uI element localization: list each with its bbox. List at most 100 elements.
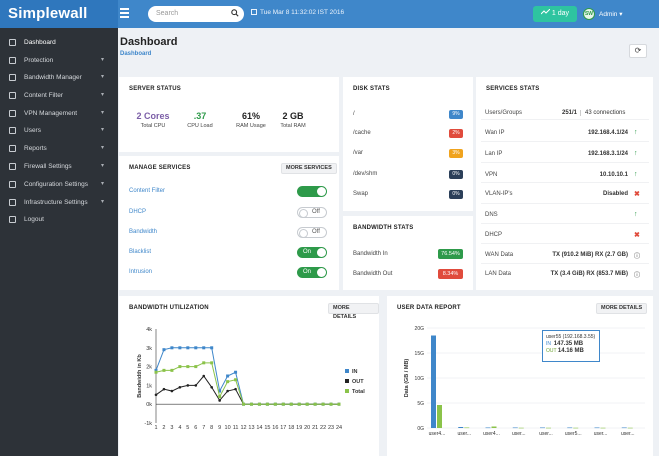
bar-out[interactable] — [464, 427, 470, 429]
bandwidth-label: Bandwidth In — [353, 251, 388, 257]
bar-out[interactable] — [627, 427, 633, 429]
sidebar-item-label: Firewall Settings — [24, 163, 72, 170]
info-icon: ⓘ — [634, 273, 641, 279]
sidebar-item-configuration-settings[interactable]: Configuration Settings ▾ — [0, 176, 118, 193]
user-menu[interactable]: Admin ▾ — [599, 10, 623, 18]
x-tick-label: 19 — [296, 425, 302, 431]
more-details-button[interactable]: MORE DETAILS — [328, 303, 379, 320]
service-stat-value: TX (3.4 GiB) RX (853.7 MiB) — [550, 271, 628, 277]
service-name[interactable]: Bandwidth — [129, 229, 158, 235]
legend-label: Total — [352, 389, 365, 395]
app-logo[interactable]: Simplewall — [0, 0, 118, 28]
service-toggle[interactable]: Off — [297, 207, 327, 218]
bar-out[interactable] — [437, 405, 442, 428]
chevron-down-icon: ▾ — [100, 199, 104, 205]
breadcrumb[interactable]: Dashboard — [120, 51, 152, 57]
x-tick-label: 5 — [186, 425, 189, 431]
trend-icon — [540, 8, 551, 15]
sidebar-item-protection[interactable]: Protection ▾ — [0, 52, 118, 69]
sidebar-item-content-filter[interactable]: Content Filter ▾ — [0, 87, 118, 104]
bar-in[interactable] — [621, 427, 627, 429]
sidebar-item-reports[interactable]: Reports ▾ — [0, 140, 118, 157]
disk-usage-badge: 2% — [449, 129, 463, 138]
data-point — [162, 348, 166, 352]
service-name[interactable]: Intrusion — [129, 269, 153, 275]
sidebar-item-bandwidth-manager[interactable]: Bandwidth Manager ▾ — [0, 69, 118, 86]
data-point — [281, 402, 285, 406]
x-tick-label: 6 — [194, 425, 197, 431]
data-point — [202, 374, 206, 378]
data-point — [154, 370, 158, 374]
service-toggle[interactable]: On — [297, 267, 327, 278]
sidebar: Dashboard Protection ▾ Bandwidth Manager ▾ Co… — [0, 28, 118, 456]
service-toggle[interactable] — [297, 186, 327, 197]
search-icon[interactable] — [231, 9, 239, 17]
server-stat: .37 CPU Load — [175, 111, 225, 129]
bar-out[interactable] — [573, 427, 579, 429]
avatar[interactable]: SW — [583, 8, 595, 20]
tooltip-out-label: OUT — [546, 348, 557, 354]
row-divider — [481, 141, 649, 142]
service-toggle[interactable]: On — [297, 247, 327, 258]
bar-out[interactable] — [546, 427, 551, 429]
datetime-text: Tue Mar 8 11:32:02 IST 2016 — [260, 9, 345, 16]
y-tick-label: 0k — [146, 402, 152, 408]
sidebar-item-infrastructure-settings[interactable]: Infrastructure Settings ▾ — [0, 194, 118, 211]
sidebar-item-firewall-settings[interactable]: Firewall Settings ▾ — [0, 158, 118, 175]
menu-toggle-icon[interactable] — [120, 8, 129, 18]
service-stat-label: Wan IP — [485, 130, 505, 136]
more-services-button[interactable]: MORE SERVICES — [281, 163, 337, 174]
user-data-report-panel: USER DATA REPORT MORE DETAILS 0G 5G 10G 15G… — [387, 296, 653, 456]
legend-swatch — [345, 369, 349, 373]
service-name[interactable]: DHCP — [129, 209, 147, 215]
more-details-button[interactable]: MORE DETAILS — [596, 303, 648, 314]
nav-icon — [9, 145, 16, 152]
range-button[interactable]: 1 day — [533, 6, 577, 22]
bandwidth-badge: 8.34% — [438, 269, 463, 279]
series-line-total — [155, 362, 339, 405]
sidebar-item-label: VPN Management — [24, 110, 78, 117]
data-point — [186, 365, 190, 369]
bar-out[interactable] — [518, 427, 524, 429]
data-point — [210, 385, 213, 389]
disk-usage-badge: 0% — [449, 190, 463, 199]
bar-in[interactable] — [594, 427, 600, 429]
bar-out[interactable] — [600, 427, 606, 429]
bar-in[interactable] — [458, 427, 464, 428]
chevron-down-icon: ▾ — [100, 145, 104, 151]
service-name[interactable]: Content Filter — [129, 188, 166, 194]
nav-icon — [9, 39, 16, 46]
service-stat-label: VLAN-IP's — [485, 191, 513, 197]
sidebar-item-vpn-management[interactable]: VPN Management ▾ — [0, 105, 118, 122]
connections-value: 43 connections — [580, 110, 625, 116]
x-tick-label: user5... — [565, 431, 582, 437]
bar-in[interactable] — [540, 427, 545, 429]
bar-in[interactable] — [512, 427, 518, 429]
row-divider — [481, 119, 649, 120]
data-point — [210, 346, 214, 350]
service-name[interactable]: Blacklist — [129, 249, 152, 255]
nav-icon — [9, 74, 16, 81]
panel-title: SERVICES STATS — [486, 86, 540, 92]
bar-in[interactable] — [431, 335, 436, 429]
bar-in[interactable] — [567, 427, 573, 429]
refresh-button[interactable]: ⟳ — [629, 44, 647, 58]
users-groups-value: 251/1 — [562, 110, 578, 116]
chevron-down-icon: ▾ — [100, 74, 104, 80]
datetime: Tue Mar 8 11:32:02 IST 2016 — [251, 9, 344, 16]
service-stat-value: 10.10.10.1 — [599, 172, 628, 178]
sidebar-item-users[interactable]: Users ▾ — [0, 122, 118, 139]
row-divider — [481, 243, 649, 244]
chevron-down-icon: ▾ — [619, 11, 623, 18]
panel-title: BANDWIDTH STATS — [353, 225, 414, 231]
sidebar-item-dashboard[interactable]: Dashboard — [0, 34, 118, 51]
service-toggle[interactable]: Off — [297, 227, 327, 238]
data-point — [289, 402, 293, 406]
server-stat: 61% RAM Usage — [226, 111, 276, 129]
sidebar-item-logout[interactable]: Logout — [0, 211, 118, 228]
bar-in[interactable] — [485, 427, 491, 429]
x-tick-label: 18 — [288, 425, 294, 431]
search-input[interactable]: Search — [148, 6, 244, 22]
bar-out[interactable] — [491, 426, 497, 429]
info-icon: ⓘ — [634, 254, 641, 260]
